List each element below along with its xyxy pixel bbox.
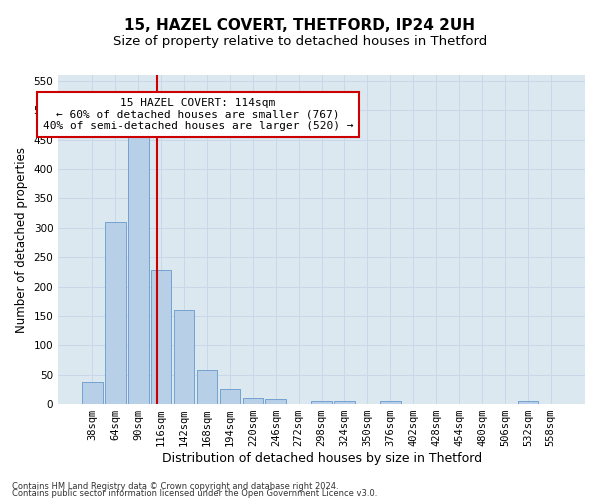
Text: 15, HAZEL COVERT, THETFORD, IP24 2UH: 15, HAZEL COVERT, THETFORD, IP24 2UH: [125, 18, 476, 32]
Bar: [265, 400, 286, 404]
X-axis label: Distribution of detached houses by size in Thetford: Distribution of detached houses by size …: [161, 452, 482, 465]
Bar: [220, 390, 240, 404]
Bar: [334, 400, 355, 404]
Text: 15 HAZEL COVERT: 114sqm
← 60% of detached houses are smaller (767)
40% of semi-d: 15 HAZEL COVERT: 114sqm ← 60% of detache…: [43, 98, 353, 131]
Bar: [311, 401, 332, 404]
Bar: [174, 310, 194, 404]
Bar: [197, 370, 217, 404]
Text: Contains HM Land Registry data © Crown copyright and database right 2024.: Contains HM Land Registry data © Crown c…: [12, 482, 338, 491]
Text: Size of property relative to detached houses in Thetford: Size of property relative to detached ho…: [113, 35, 487, 48]
Bar: [242, 398, 263, 404]
Bar: [380, 401, 401, 404]
Bar: [151, 270, 172, 404]
Text: Contains public sector information licensed under the Open Government Licence v3: Contains public sector information licen…: [12, 489, 377, 498]
Bar: [82, 382, 103, 404]
Bar: [518, 401, 538, 404]
Y-axis label: Number of detached properties: Number of detached properties: [15, 146, 28, 332]
Bar: [128, 135, 149, 404]
Bar: [105, 222, 125, 404]
